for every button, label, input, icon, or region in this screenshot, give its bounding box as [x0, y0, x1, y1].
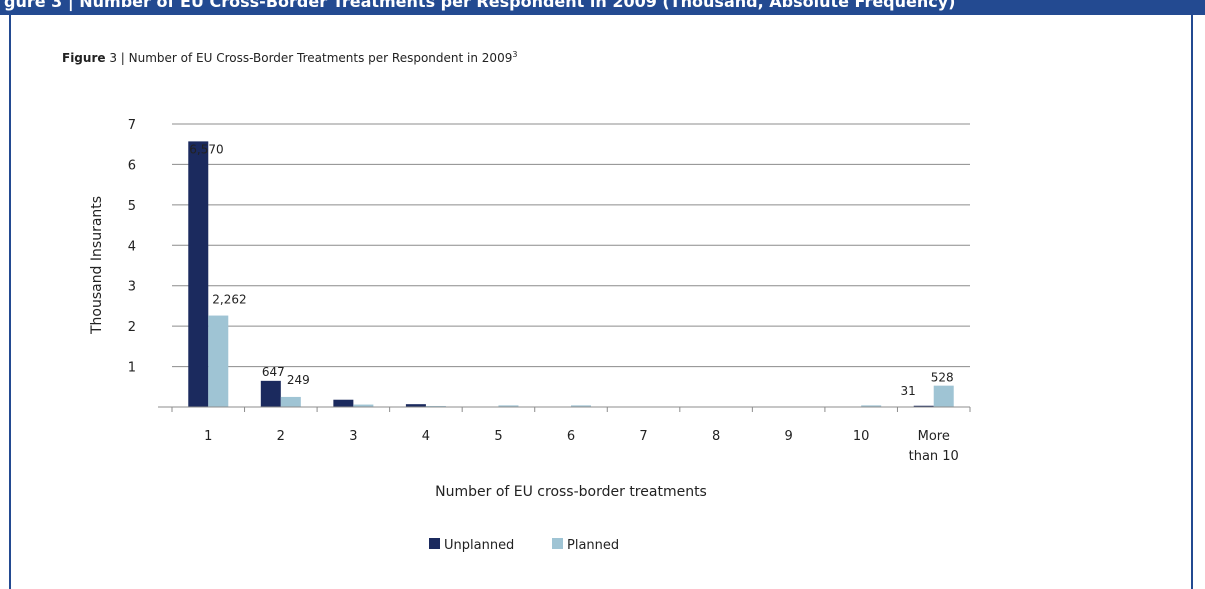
x-tick-label: 7	[639, 429, 647, 444]
bar-planned	[571, 405, 591, 407]
data-label: 249	[287, 373, 310, 387]
bar-unplanned	[913, 405, 934, 407]
data-label: 6,570	[189, 142, 223, 156]
bar-unplanned	[405, 404, 426, 407]
data-label: 31	[900, 384, 915, 398]
bar-planned	[280, 396, 301, 407]
header-title: gure 3 | Number of EU Cross-Border Treat…	[4, 0, 956, 11]
figure-title: 3 | Number of EU Cross-Border Treatments…	[105, 51, 513, 65]
bar-planned	[933, 385, 954, 407]
data-label: 647	[262, 365, 285, 379]
data-label: 528	[931, 371, 954, 385]
bar-planned	[425, 405, 446, 407]
bars-layer	[188, 141, 954, 408]
legend-swatch-planned	[552, 538, 563, 549]
legend-label-planned: Planned	[567, 538, 619, 553]
x-tick-label: 1	[204, 429, 212, 444]
y-tick-label: 7	[128, 118, 136, 133]
y-tick-label: 5	[128, 199, 136, 214]
legend-label-unplanned: Unplanned	[444, 538, 514, 553]
x-axis-label: Number of EU cross-border treatments	[435, 484, 707, 500]
bar-unplanned	[188, 141, 209, 408]
data-label: 2,262	[212, 293, 246, 307]
legend-swatch-unplanned	[429, 538, 440, 549]
bar-unplanned	[260, 380, 281, 407]
x-tick-label: 8	[712, 429, 720, 444]
bar-planned	[208, 315, 229, 407]
y-axis-label: Thousand Insurants	[89, 196, 105, 335]
grid-layer	[172, 123, 970, 368]
x-tick-label: More	[918, 429, 950, 444]
bar-planned	[353, 404, 374, 407]
x-tick-label: 3	[349, 429, 357, 444]
x-tick-label: than 10	[909, 449, 959, 464]
y-tick-label: 2	[128, 320, 136, 335]
axis-layer: 1 2 3 4 5 6 7 1 2 3 4 5 6 7 8 9 10 More than 10	[128, 118, 971, 464]
legend: Unplanned Planned	[429, 538, 619, 553]
x-tick-label: 2	[277, 429, 285, 444]
x-tick-label: 4	[422, 429, 430, 444]
y-tick-label: 4	[128, 239, 136, 254]
x-tick-label: 10	[853, 429, 870, 444]
y-tick-label: 3	[128, 280, 136, 295]
x-tick-label: 6	[567, 429, 575, 444]
bar-unplanned	[333, 399, 354, 407]
x-tick-label: 5	[494, 429, 502, 444]
header-bar: gure 3 | Number of EU Cross-Border Treat…	[0, 0, 1205, 15]
bar-planned	[861, 405, 882, 407]
content-frame	[9, 15, 1193, 589]
x-tick-label: 9	[784, 429, 792, 444]
footnote-ref: 3	[512, 50, 518, 59]
y-tick-label: 1	[128, 361, 136, 376]
figure-caption: Figure 3 | Number of EU Cross-Border Tre…	[62, 50, 517, 65]
figure-label: Figure	[62, 51, 106, 65]
bar-planned	[498, 405, 519, 407]
y-tick-label: 6	[128, 158, 136, 173]
